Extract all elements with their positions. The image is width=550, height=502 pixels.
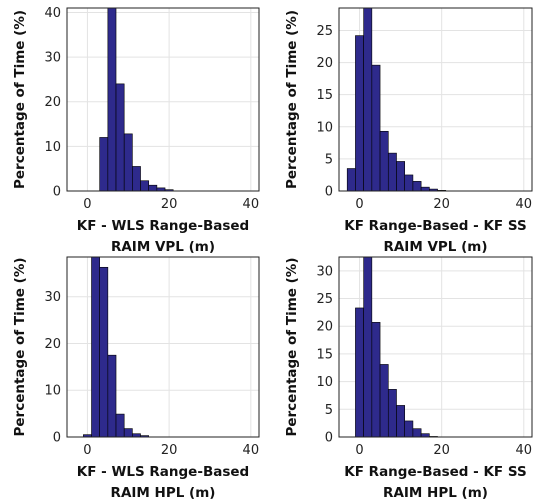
chart-panel-3: 0 20 40 0 10 20 30 KF - WLS Range-Based RAIM HPL… bbox=[12, 256, 260, 501]
histogram-bar bbox=[148, 184, 158, 191]
axes-frame bbox=[338, 256, 533, 438]
x-axis-label: RAIM HPL (m) bbox=[111, 485, 216, 501]
x-tick-label: 40 bbox=[516, 443, 533, 458]
histogram-bar bbox=[107, 8, 117, 191]
y-tick-label: 15 bbox=[316, 347, 333, 362]
x-tick-label: 20 bbox=[433, 197, 450, 212]
y-tick-label: 10 bbox=[44, 140, 61, 155]
histogram-bar bbox=[363, 8, 373, 191]
histogram-bar bbox=[420, 186, 430, 191]
histogram-bar bbox=[123, 133, 133, 191]
x-axis-label: KF Range-Based - KF SS bbox=[344, 464, 526, 480]
bars bbox=[99, 8, 174, 191]
y-tick-label: 30 bbox=[316, 264, 333, 279]
histogram-bar bbox=[355, 307, 364, 437]
histogram-bar bbox=[371, 322, 381, 437]
histogram-bar bbox=[379, 130, 389, 191]
axes-frame bbox=[66, 256, 260, 438]
histogram-bar bbox=[355, 35, 364, 191]
y-tick-label: 5 bbox=[325, 152, 333, 167]
y-axis-label: Percentage of Time (%) bbox=[12, 257, 28, 436]
y-tick-label: 0 bbox=[325, 431, 333, 446]
histogram-bar bbox=[363, 257, 373, 437]
histogram-bar bbox=[115, 83, 125, 191]
x-tick-label: 0 bbox=[83, 197, 91, 212]
y-tick-label: 25 bbox=[316, 292, 333, 307]
y-axis-label: Percentage of Time (%) bbox=[284, 10, 300, 189]
histogram-bar bbox=[379, 364, 389, 437]
histogram-bar bbox=[99, 137, 109, 191]
x-axis-label: KF - WLS Range-Based bbox=[77, 464, 249, 480]
histogram-bar bbox=[140, 435, 150, 437]
bars bbox=[346, 8, 447, 191]
y-tick-label: 20 bbox=[44, 95, 61, 110]
y-axis-label: Percentage of Time (%) bbox=[284, 257, 300, 436]
x-axis-label: KF Range-Based - KF SS bbox=[344, 218, 526, 234]
histogram-bar bbox=[404, 174, 414, 191]
histogram-bar bbox=[404, 420, 414, 437]
y-tick-label: 10 bbox=[316, 120, 333, 135]
histogram-bar bbox=[346, 168, 356, 191]
x-axis-label: RAIM VPL (m) bbox=[383, 239, 487, 255]
y-tick-label: 10 bbox=[44, 384, 61, 399]
x-tick-label: 40 bbox=[243, 443, 260, 458]
histogram-bar bbox=[429, 188, 438, 191]
axes-frame bbox=[66, 7, 260, 192]
histogram-bar bbox=[107, 354, 117, 437]
histogram-bar bbox=[412, 181, 422, 191]
chart-panel-2: 0 20 40 0 5 10 15 20 25 KF Range-Based - KF SS RAI… bbox=[284, 7, 533, 255]
histogram-bar bbox=[123, 428, 133, 437]
y-tick-label: 40 bbox=[44, 6, 61, 21]
y-tick-label: 0 bbox=[53, 431, 61, 446]
histogram-bar bbox=[371, 64, 381, 191]
histogram-bar bbox=[115, 413, 125, 437]
x-tick-label: 40 bbox=[516, 197, 533, 212]
y-tick-label: 30 bbox=[44, 51, 61, 66]
histogram-bar bbox=[91, 257, 100, 437]
chart-panel-1: 0 20 40 0 10 20 30 40 KF - WLS Range-Based RAIM V… bbox=[12, 6, 260, 255]
y-tick-label: 5 bbox=[325, 403, 333, 418]
x-tick-label: 20 bbox=[161, 197, 178, 212]
y-tick-label: 20 bbox=[44, 337, 61, 352]
bars bbox=[83, 257, 150, 437]
y-tick-label: 10 bbox=[316, 375, 333, 390]
x-tick-label: 20 bbox=[161, 443, 178, 458]
y-tick-label: 20 bbox=[316, 56, 333, 71]
histogram-bar bbox=[387, 389, 397, 437]
axes-frame bbox=[338, 7, 533, 192]
y-tick-label: 30 bbox=[44, 290, 61, 305]
histogram-bar bbox=[140, 180, 150, 191]
y-tick-label: 20 bbox=[316, 320, 333, 335]
y-tick-label: 25 bbox=[316, 24, 333, 39]
x-axis-label: KF - WLS Range-Based bbox=[77, 218, 249, 234]
histogram-bar bbox=[396, 405, 406, 437]
y-axis-label: Percentage of Time (%) bbox=[12, 10, 28, 189]
x-tick-label: 0 bbox=[83, 443, 91, 458]
x-tick-label: 40 bbox=[243, 197, 260, 212]
histogram-bar bbox=[412, 428, 422, 437]
histogram-bar bbox=[99, 266, 109, 437]
histogram-bar bbox=[387, 152, 397, 191]
x-tick-label: 0 bbox=[355, 443, 363, 458]
chart-panel-4: 0 20 40 0 5 10 15 20 25 30 KF Range-Based - KF SS R… bbox=[284, 256, 533, 501]
x-tick-label: 0 bbox=[355, 197, 363, 212]
histogram-bar bbox=[132, 166, 141, 191]
bars bbox=[355, 257, 438, 437]
histogram-bar bbox=[396, 161, 406, 191]
y-tick-label: 15 bbox=[316, 88, 333, 103]
x-tick-label: 20 bbox=[433, 443, 450, 458]
y-tick-label: 0 bbox=[53, 185, 61, 200]
histogram-bar bbox=[164, 189, 174, 191]
x-axis-label: RAIM HPL (m) bbox=[383, 485, 488, 501]
y-tick-label: 0 bbox=[325, 185, 333, 200]
x-axis-label: RAIM VPL (m) bbox=[111, 239, 215, 255]
